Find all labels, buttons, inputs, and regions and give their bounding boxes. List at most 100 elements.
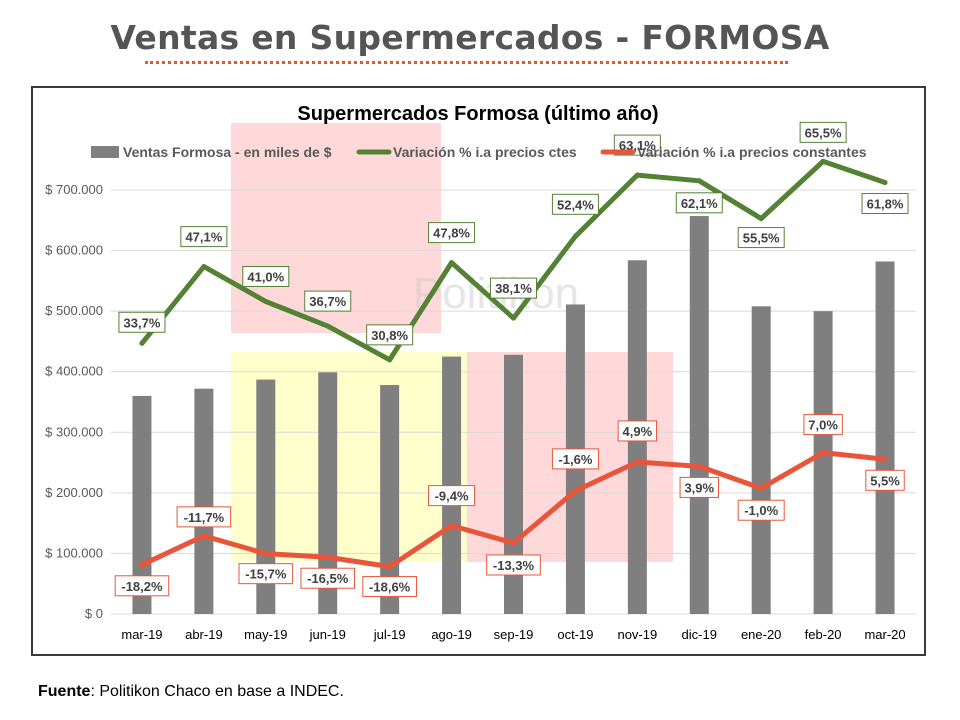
red-series-point bbox=[696, 463, 702, 469]
green-series-label-box bbox=[304, 290, 352, 312]
red-series-label-box bbox=[362, 576, 417, 598]
x-tick-label: mar-19 bbox=[121, 627, 162, 642]
red-series-label-box bbox=[114, 575, 170, 597]
red-series-label-box bbox=[428, 485, 476, 507]
y-tick-label: $ 500.000 bbox=[45, 303, 103, 318]
red-series-point bbox=[820, 450, 826, 456]
legend-label-green: Variación % i.a precios ctes bbox=[393, 144, 577, 160]
footer-label: Fuente bbox=[38, 683, 91, 700]
green-series-label: 47,1% bbox=[185, 230, 222, 245]
x-tick-label: jun-19 bbox=[309, 627, 346, 642]
green-series-label: 41,0% bbox=[247, 270, 284, 285]
green-series-point bbox=[139, 340, 145, 346]
green-series-point bbox=[882, 180, 888, 186]
red-series-label: 7,0% bbox=[808, 418, 838, 433]
bar bbox=[875, 261, 895, 614]
green-series-label-box bbox=[737, 227, 785, 249]
red-series-label: 3,9% bbox=[684, 480, 714, 495]
legend-label-red: Variación % i.a precios constantes bbox=[637, 144, 867, 160]
red-series-label: -13,3% bbox=[493, 558, 535, 573]
footer-text: : Politikon Chaco en base a INDEC. bbox=[90, 683, 344, 700]
y-tick-label: $ 100.000 bbox=[45, 545, 103, 560]
red-series-label-box bbox=[679, 476, 719, 498]
red-series-label: -18,2% bbox=[121, 579, 163, 594]
green-series-point bbox=[449, 260, 455, 266]
red-series-point bbox=[572, 488, 578, 494]
red-series-label: -15,7% bbox=[245, 567, 287, 582]
green-series-label-box bbox=[490, 277, 537, 299]
x-tick-label: ene-20 bbox=[741, 627, 781, 642]
red-series-label-box bbox=[238, 563, 294, 585]
y-tick-label: $ 300.000 bbox=[45, 424, 103, 439]
red-series-label: -9,4% bbox=[435, 489, 469, 504]
y-tick-label: $ 600.000 bbox=[45, 243, 103, 258]
bar bbox=[380, 385, 400, 614]
x-tick-label: ago-19 bbox=[431, 627, 471, 642]
green-series-point bbox=[820, 158, 826, 164]
chart-title: Supermercados Formosa (último año) bbox=[297, 103, 658, 125]
red-series-label-box bbox=[486, 554, 541, 576]
green-series-label: 38,1% bbox=[495, 281, 532, 296]
green-series-label-box bbox=[428, 222, 476, 244]
red-series-label: 4,9% bbox=[623, 424, 653, 439]
green-series-label-box bbox=[118, 311, 166, 333]
page-title: Ventas en Supermercados - FORMOSA bbox=[110, 18, 830, 57]
red-series-label: -18,6% bbox=[369, 580, 411, 595]
x-tick-label: abr-19 bbox=[185, 627, 223, 642]
red-series-label: -11,7% bbox=[184, 510, 225, 525]
red-series-label-box bbox=[300, 567, 356, 589]
green-series-label: 55,5% bbox=[743, 231, 780, 246]
red-series-label-box bbox=[617, 420, 658, 442]
x-tick-label: feb-20 bbox=[805, 627, 842, 642]
red-series-point bbox=[387, 564, 393, 570]
x-tick-label: nov-19 bbox=[617, 627, 657, 642]
red-series-label-box bbox=[737, 499, 785, 521]
green-series-label: 62,1% bbox=[681, 196, 718, 211]
green-series-label: 33,7% bbox=[124, 315, 161, 330]
green-series-label-box bbox=[799, 121, 847, 143]
x-tick-label: may-19 bbox=[244, 627, 287, 642]
y-tick-label: $ 700.000 bbox=[45, 182, 103, 197]
red-series-point bbox=[449, 523, 455, 529]
bar bbox=[504, 354, 523, 614]
x-tick-label: sep-19 bbox=[494, 627, 534, 642]
green-series-label-box bbox=[366, 324, 414, 346]
green-series-label-box bbox=[242, 266, 290, 288]
bar bbox=[132, 395, 152, 614]
green-series-label: 47,8% bbox=[433, 226, 470, 241]
red-series-point bbox=[263, 551, 269, 557]
green-series-label: 30,8% bbox=[371, 328, 408, 343]
x-tick-label: dic-19 bbox=[682, 627, 717, 642]
green-series-label-box bbox=[861, 193, 909, 215]
green-series-label-box bbox=[675, 192, 723, 214]
bar bbox=[751, 306, 771, 614]
green-series-label-box bbox=[551, 193, 599, 215]
green-series-label: 65,5% bbox=[805, 125, 842, 140]
red-series-label-box bbox=[803, 414, 843, 436]
bar bbox=[318, 372, 338, 614]
y-tick-label: $ 200.000 bbox=[45, 485, 103, 500]
red-series-point bbox=[511, 540, 516, 546]
title-underline bbox=[145, 61, 788, 64]
red-series-label: 5,5% bbox=[870, 473, 900, 488]
x-tick-label: oct-19 bbox=[557, 627, 593, 642]
red-series-point bbox=[139, 562, 145, 568]
x-tick-label: jul-19 bbox=[373, 627, 406, 642]
chart: $ 0 $ 100.000 $ 200.000 $ 300.000 $ 400.000 $… bbox=[45, 103, 916, 642]
footer-source: Fuente: Politikon Chaco en base a INDEC. bbox=[38, 683, 344, 701]
green-series-point bbox=[201, 264, 207, 270]
red-series-point bbox=[882, 456, 888, 462]
red-series-point bbox=[758, 485, 764, 491]
bar bbox=[689, 216, 709, 614]
green-series-point bbox=[263, 299, 269, 305]
red-series-label-box bbox=[551, 448, 599, 470]
red-series-label-box bbox=[176, 506, 232, 528]
y-tick-label: $ 400.000 bbox=[45, 364, 103, 379]
green-series-label: 52,4% bbox=[557, 197, 594, 212]
green-series-point bbox=[696, 178, 702, 184]
red-series-label: -1,0% bbox=[744, 503, 778, 518]
red-series-point bbox=[325, 554, 331, 560]
green-series-label: 61,8% bbox=[867, 197, 904, 212]
green-series-point bbox=[572, 233, 578, 239]
y-tick-label: $ 0 bbox=[85, 606, 103, 621]
